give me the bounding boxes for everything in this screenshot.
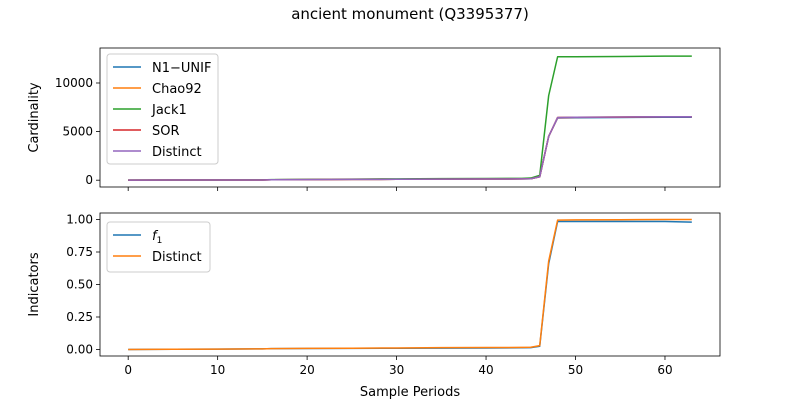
- y-tick-label: 0.00: [66, 343, 93, 357]
- y-tick-label: 0.75: [66, 245, 93, 259]
- legend-label: Chao92: [152, 82, 202, 97]
- x-tick-label: 20: [299, 363, 314, 377]
- y-tick-label: 1.00: [66, 213, 93, 227]
- y-tick-label: 5000: [62, 125, 93, 139]
- legend-label: Distinct: [152, 145, 202, 160]
- y-axis-label: Cardinality: [27, 82, 42, 153]
- x-tick-label: 50: [568, 363, 583, 377]
- indicators-panel: 0 10 20 30 40 50 60 0.00 0.25 0.50 0.75 1.00 Indicat…: [27, 213, 721, 400]
- legend: N1−UNIF Chao92 Jack1 SOR Distinct: [106, 53, 219, 165]
- y-tick-label: 0: [85, 173, 93, 187]
- series-line-ind-0: [128, 220, 692, 351]
- cardinality-panel: 0 5000 10000 Cardinality N1−UNIF Chao92 Jack1 S…: [27, 47, 721, 191]
- x-tick-label: 30: [389, 363, 404, 377]
- y-axis-label: Indicators: [27, 252, 42, 316]
- y-tick-label: 0.50: [66, 278, 93, 292]
- figure-title: ancient monument (Q3395377): [291, 5, 529, 23]
- y-tick-label: 10000: [55, 76, 93, 90]
- legend-box: [106, 53, 219, 165]
- series-line-ind-1: [128, 218, 692, 351]
- legend-label: Jack1: [151, 103, 187, 118]
- x-tick-label: 60: [657, 363, 672, 377]
- axes-frame: [99, 47, 721, 188]
- legend-label: N1−UNIF: [152, 61, 211, 76]
- legend-label: SOR: [152, 124, 180, 139]
- legend-label: f1: [152, 229, 162, 246]
- x-tick-label: 0: [124, 363, 132, 377]
- legend: f1 Distinct: [106, 221, 211, 273]
- x-tick-label: 10: [210, 363, 225, 377]
- x-axis-label: Sample Periods: [360, 385, 460, 400]
- y-tick-label: 0.25: [66, 310, 93, 324]
- x-tick-label: 40: [478, 363, 493, 377]
- legend-label: Distinct: [152, 250, 202, 265]
- series-line-card-4: [128, 115, 692, 181]
